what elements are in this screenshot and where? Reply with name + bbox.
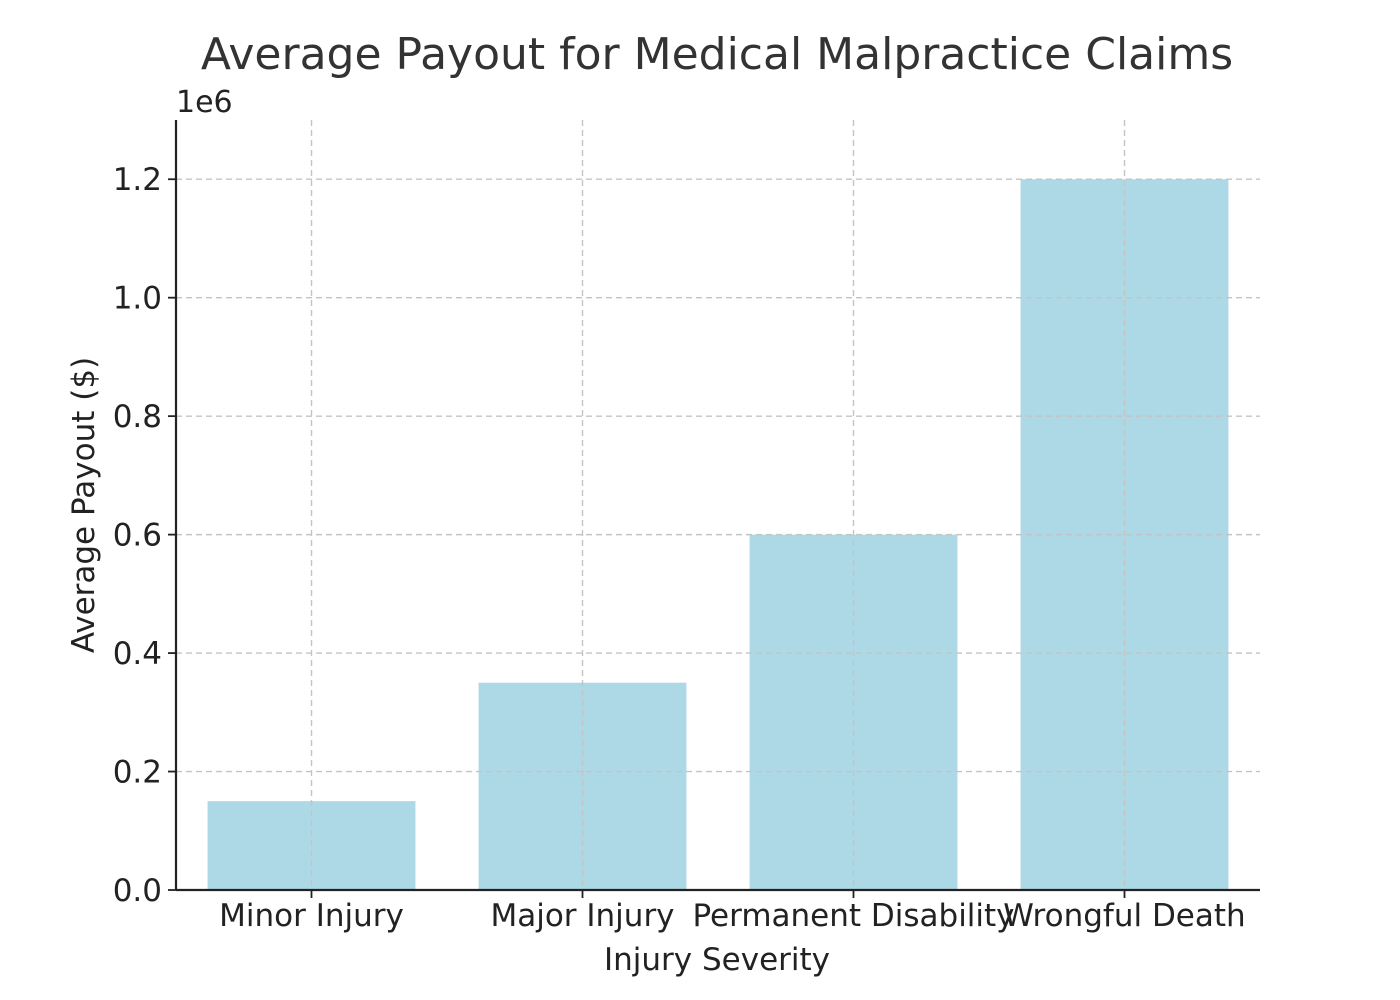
ticks-layer: 0.0 0.2 0.4 0.6 0.8 1.0 1.2 Minor Injury Major I… xyxy=(113,162,1246,934)
y-tick-label-4: 0.8 xyxy=(113,399,162,435)
y-tick-label-0: 0.0 xyxy=(113,873,162,909)
axes-layer xyxy=(174,120,1260,892)
y-axis-label: Average Payout ($) xyxy=(66,357,102,653)
y-tick-label-1: 0.2 xyxy=(113,755,162,791)
x-tick-label-0: Minor Injury xyxy=(219,898,404,934)
bars-layer xyxy=(207,179,1229,891)
x-tick-label-3: Wrongful Death xyxy=(1003,898,1245,934)
y-tick-label-3: 0.6 xyxy=(113,518,162,554)
y-axis-offset-label: 1e6 xyxy=(176,85,233,120)
y-tick-label-6: 1.2 xyxy=(113,162,162,198)
x-tick-label-2: Permanent Disability xyxy=(692,898,1014,934)
y-tick-label-2: 0.4 xyxy=(113,636,162,672)
grid-layer xyxy=(176,120,1260,890)
x-axis-label: Injury Severity xyxy=(604,942,830,978)
x-tick-label-1: Major Injury xyxy=(490,898,674,934)
chart-title: Average Payout for Medical Malpractice C… xyxy=(201,29,1233,80)
y-tick-label-5: 1.0 xyxy=(113,281,162,317)
